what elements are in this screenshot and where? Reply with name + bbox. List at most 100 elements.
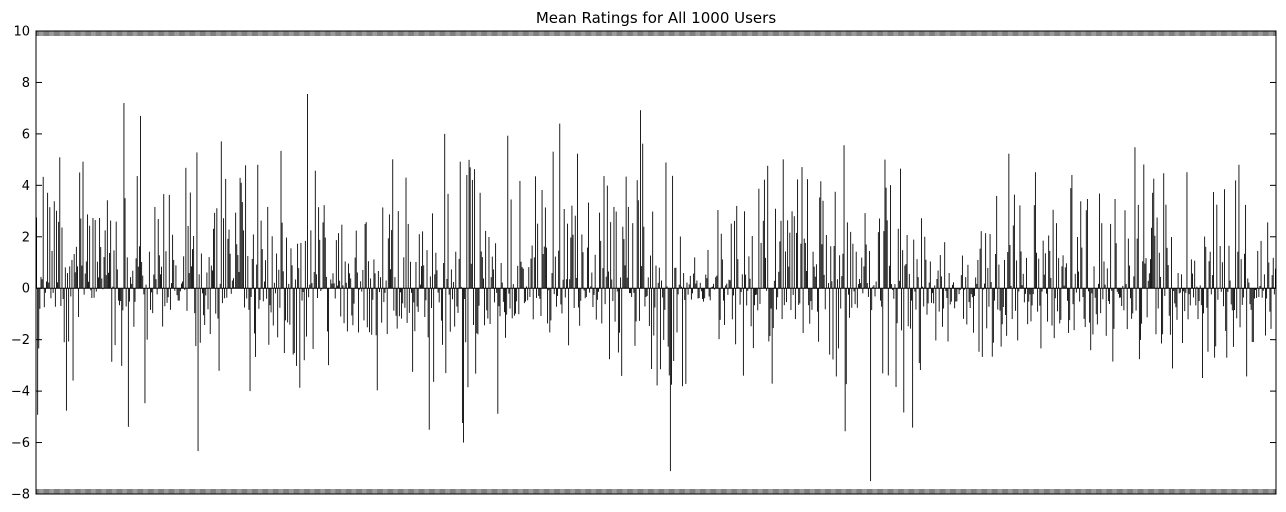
- bar: [172, 234, 174, 289]
- bar: [67, 273, 68, 289]
- bar: [1002, 288, 1004, 307]
- plot-frame: [35, 30, 1277, 495]
- bar: [41, 279, 43, 289]
- bar: [486, 288, 488, 311]
- bar: [1015, 288, 1016, 311]
- bar: [444, 133, 446, 289]
- bar: [544, 207, 546, 289]
- bar: [634, 288, 636, 346]
- bar: [518, 288, 520, 315]
- bar: [1009, 245, 1011, 289]
- bar: [1182, 288, 1183, 344]
- bar: [1151, 227, 1152, 289]
- bar: [706, 278, 708, 289]
- bar: [500, 263, 502, 289]
- bar: [63, 288, 65, 343]
- bar: [922, 286, 924, 289]
- bar: [1104, 284, 1106, 289]
- bar: [1185, 288, 1187, 293]
- bar: [278, 269, 280, 289]
- bar: [602, 268, 604, 289]
- bar: [392, 159, 394, 289]
- bar: [829, 288, 831, 355]
- bar: [1177, 273, 1179, 289]
- bar: [629, 288, 630, 294]
- bar: [1001, 288, 1003, 325]
- bar: [517, 265, 519, 289]
- bar: [1176, 288, 1178, 320]
- bar: [101, 278, 103, 289]
- bar: [1025, 288, 1026, 294]
- bar: [1016, 260, 1018, 289]
- bar: [40, 276, 42, 289]
- bar: [487, 288, 489, 319]
- bar: [207, 288, 209, 310]
- bar: [1192, 273, 1193, 289]
- bar: [1260, 240, 1262, 289]
- bar: [331, 283, 333, 289]
- bar: [1137, 204, 1139, 289]
- bar: [319, 239, 321, 289]
- bar: [921, 218, 922, 289]
- bar: [882, 288, 884, 374]
- bar: [138, 246, 140, 289]
- bar: [715, 277, 717, 289]
- bar: [267, 206, 269, 289]
- bar: [1195, 288, 1197, 306]
- bar: [115, 221, 117, 289]
- bar: [266, 288, 268, 299]
- bar: [391, 230, 393, 289]
- bar: [974, 288, 976, 296]
- bar: [947, 288, 949, 342]
- bar: [189, 192, 191, 289]
- bar: [1079, 288, 1081, 302]
- bar: [42, 176, 44, 289]
- bar: [1133, 276, 1135, 289]
- bar: [372, 288, 374, 300]
- bar: [914, 288, 916, 292]
- bar: [1112, 288, 1114, 362]
- bar: [890, 185, 891, 289]
- bar: [425, 288, 427, 301]
- bar: [879, 218, 880, 289]
- bar: [158, 255, 160, 289]
- bar: [784, 251, 786, 289]
- bar: [842, 253, 844, 289]
- bar: [646, 288, 648, 296]
- bar: [1171, 237, 1172, 289]
- bar: [1147, 280, 1149, 289]
- bar: [65, 288, 67, 411]
- bar: [777, 288, 779, 298]
- bar: [64, 267, 66, 289]
- bar: [808, 288, 810, 306]
- bar: [456, 288, 458, 307]
- bar: [909, 288, 911, 329]
- bar: [699, 282, 701, 289]
- bar: [140, 115, 141, 289]
- bar: [1121, 288, 1123, 306]
- bar: [1100, 288, 1102, 314]
- bar: [565, 279, 567, 289]
- bar: [928, 282, 930, 289]
- bar: [167, 288, 169, 298]
- bar: [789, 232, 791, 289]
- bar: [60, 288, 62, 306]
- bar: [869, 250, 870, 289]
- bar: [647, 277, 649, 289]
- bar: [1146, 288, 1148, 318]
- y-tick-label: −6: [11, 436, 30, 451]
- bar: [1128, 265, 1130, 289]
- bar: [427, 288, 429, 338]
- bar: [375, 288, 377, 336]
- bar: [616, 288, 618, 292]
- bar: [1239, 288, 1241, 328]
- bar: [130, 277, 132, 289]
- bar: [321, 288, 323, 290]
- bar: [880, 288, 881, 301]
- bar: [1093, 266, 1095, 289]
- bar: [543, 246, 545, 289]
- bar: [1248, 282, 1250, 289]
- bar: [588, 202, 589, 289]
- bar: [744, 211, 745, 289]
- bar: [845, 288, 847, 385]
